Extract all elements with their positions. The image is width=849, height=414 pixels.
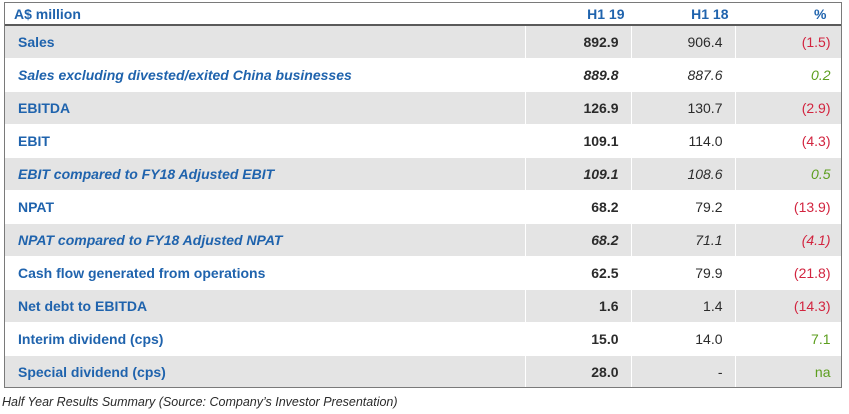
- table-body: Sales 892.9 906.4 (1.5) Sales excluding dive…: [5, 25, 841, 387]
- table-row: Special dividend (cps) 28.0- na: [5, 355, 841, 387]
- table-row: Interim dividend (cps) 15.0 14.0 7.1: [5, 322, 841, 356]
- row-label: Sales excluding divested/exited China bu…: [5, 58, 526, 92]
- table-row: EBIT 109.1 114.0 (4.3): [5, 124, 841, 158]
- row-value-h1-19: 109.1: [525, 157, 632, 191]
- results-table-frame: A$ million H1 19 H1 18 % Sales 892.9 906.4…: [4, 2, 842, 388]
- table-header-row: A$ million H1 19 H1 18 %: [5, 3, 841, 26]
- row-value-h1-19: 1.6: [525, 289, 632, 323]
- row-value-h1-18: 906.4: [631, 25, 736, 59]
- row-label: NPAT: [5, 190, 526, 224]
- row-value-h1-19: 68.2: [525, 190, 632, 224]
- table-row: Net debt to EBITDA 1.6 1.4 (14.3): [5, 289, 841, 323]
- row-label: EBITDA: [5, 91, 526, 125]
- row-value-h1-18: 79.9: [631, 256, 736, 290]
- row-label: Cash flow generated from operations: [5, 256, 526, 290]
- row-value-h1-19: 68.2: [525, 223, 632, 257]
- row-label: Special dividend (cps): [5, 355, 526, 387]
- row-percent-change: (13.9): [735, 190, 841, 224]
- table-row: NPAT compared to FY18 Adjusted NPAT 68.2 7…: [5, 223, 841, 257]
- row-value-h1-18: -: [631, 355, 736, 387]
- row-percent-change: (1.5): [735, 25, 841, 59]
- row-percent-change: (4.3): [735, 124, 841, 158]
- header-h1-18: H1 18: [631, 3, 736, 26]
- row-label: Sales: [5, 25, 526, 59]
- row-percent-change: (14.3): [735, 289, 841, 323]
- row-value-h1-18: 130.7: [631, 91, 736, 125]
- row-value-h1-18: 14.0: [631, 322, 736, 356]
- row-value-h1-19: 889.8: [525, 58, 632, 92]
- table-row: Sales 892.9 906.4 (1.5): [5, 25, 841, 59]
- row-percent-change: (4.1): [735, 223, 841, 257]
- row-percent-change: 7.1: [735, 322, 841, 356]
- header-metric: A$ million: [5, 3, 526, 26]
- row-value-h1-18: 71.1: [631, 223, 736, 257]
- row-value-h1-19: 126.9: [525, 91, 632, 125]
- table-row: EBITDA 126.9 130.7 (2.9): [5, 91, 841, 125]
- row-value-h1-18: 887.6: [631, 58, 736, 92]
- row-value-h1-18: 79.2: [631, 190, 736, 224]
- row-label: EBIT compared to FY18 Adjusted EBIT: [5, 157, 526, 191]
- results-summary-table: A$ million H1 19 H1 18 % Sales 892.9 906.4…: [5, 3, 841, 387]
- row-percent-change: (21.8): [735, 256, 841, 290]
- row-percent-change: 0.2: [735, 58, 841, 92]
- row-value-h1-19: 15.0: [525, 322, 632, 356]
- table-row: Cash flow generated from operations 62.5 7…: [5, 256, 841, 290]
- table-caption: Half Year Results Summary (Source: Compa…: [2, 395, 398, 409]
- row-label: EBIT: [5, 124, 526, 158]
- row-label: Interim dividend (cps): [5, 322, 526, 356]
- row-value-h1-19: 28.0: [525, 355, 632, 387]
- row-value-h1-19: 109.1: [525, 124, 632, 158]
- row-value-h1-18: 1.4: [631, 289, 736, 323]
- row-value-h1-19: 892.9: [525, 25, 632, 59]
- row-percent-change: (2.9): [735, 91, 841, 125]
- row-label: NPAT compared to FY18 Adjusted NPAT: [5, 223, 526, 257]
- row-value-h1-19: 62.5: [525, 256, 632, 290]
- row-percent-change: 0.5: [735, 157, 841, 191]
- table-row: EBIT compared to FY18 Adjusted EBIT 109.1…: [5, 157, 841, 191]
- row-value-h1-18: 108.6: [631, 157, 736, 191]
- header-h1-19: H1 19: [525, 3, 632, 26]
- table-row: NPAT 68.2 79.2 (13.9): [5, 190, 841, 224]
- table-row: Sales excluding divested/exited China bu…: [5, 58, 841, 92]
- row-percent-change: na: [735, 355, 841, 387]
- header-percent: %: [735, 3, 841, 26]
- row-value-h1-18: 114.0: [631, 124, 736, 158]
- row-label: Net debt to EBITDA: [5, 289, 526, 323]
